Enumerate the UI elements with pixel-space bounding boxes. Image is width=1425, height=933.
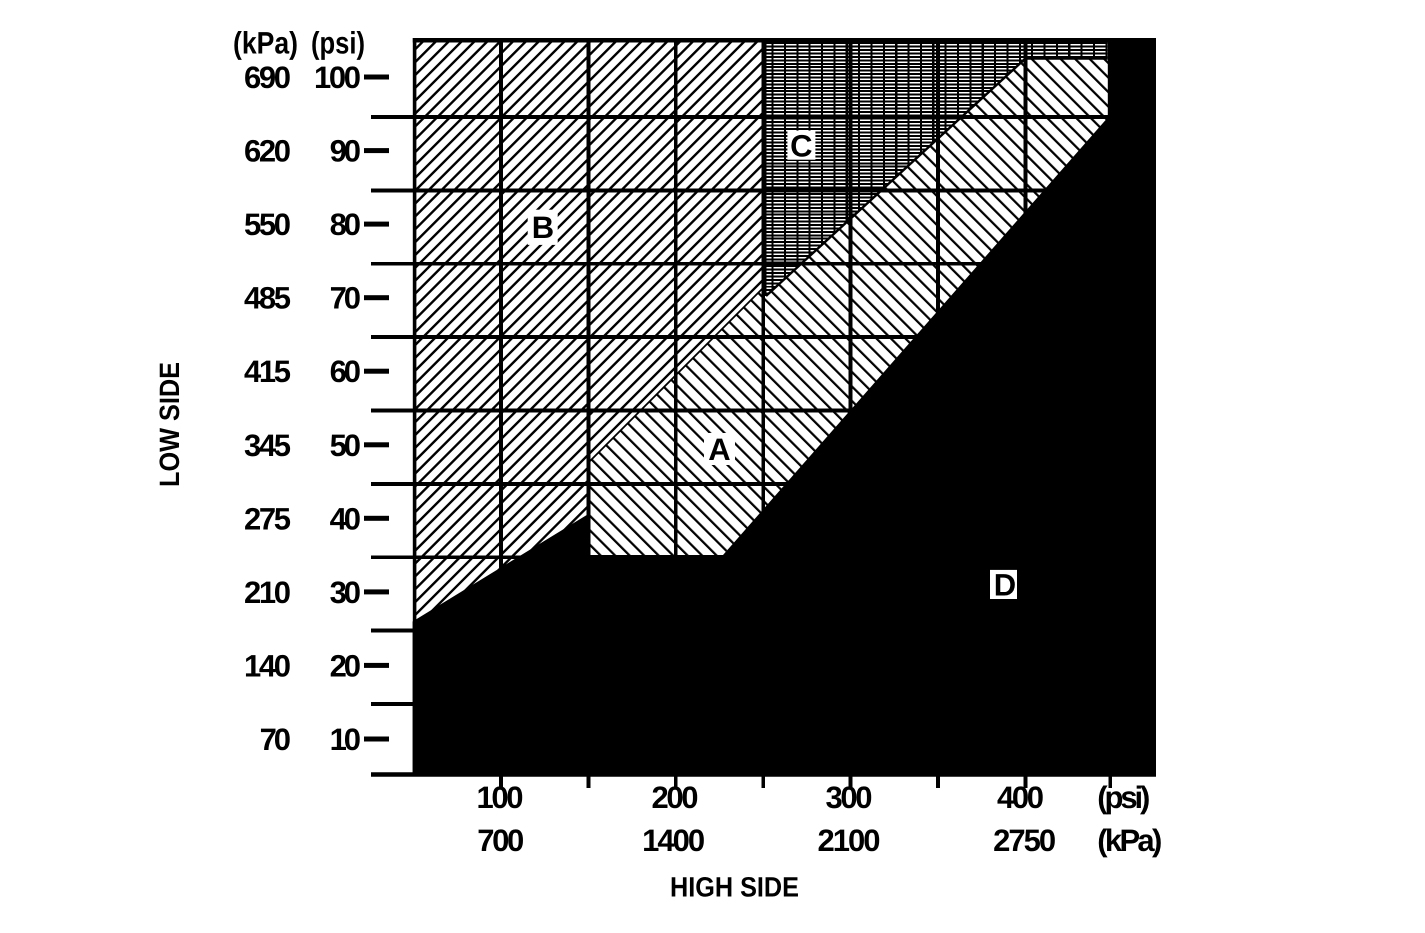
svg-text:550: 550 [244,207,291,242]
svg-text:(kPa): (kPa) [1097,823,1162,858]
svg-text:100: 100 [314,60,361,95]
svg-text:B: B [532,210,554,245]
svg-text:HIGH SIDE: HIGH SIDE [670,872,799,903]
svg-text:30: 30 [330,575,361,610]
svg-text:90: 90 [330,134,361,169]
svg-text:20: 20 [330,648,361,683]
svg-text:345: 345 [244,428,291,463]
svg-text:700: 700 [477,823,524,858]
svg-text:140: 140 [244,648,291,683]
svg-text:50: 50 [330,428,361,463]
svg-text:(kPa): (kPa) [233,26,298,61]
svg-text:690: 690 [244,60,291,95]
svg-text:210: 210 [244,575,291,610]
svg-text:A: A [708,432,730,467]
svg-text:100: 100 [477,780,524,815]
svg-text:40: 40 [330,501,361,536]
svg-text:(psi): (psi) [311,26,365,61]
svg-text:200: 200 [652,780,699,815]
svg-text:415: 415 [244,354,291,389]
svg-text:10: 10 [330,722,361,757]
svg-text:80: 80 [330,207,361,242]
svg-text:C: C [790,129,812,164]
svg-text:60: 60 [330,354,361,389]
svg-text:2100: 2100 [818,823,881,858]
svg-text:1400: 1400 [642,823,705,858]
svg-text:2750: 2750 [993,823,1056,858]
svg-text:70: 70 [260,722,291,757]
svg-text:620: 620 [244,134,291,169]
svg-text:D: D [994,568,1016,603]
svg-text:(psi): (psi) [1097,780,1150,815]
svg-text:275: 275 [244,501,291,536]
svg-text:485: 485 [244,281,291,316]
svg-text:300: 300 [826,780,873,815]
svg-text:LOW SIDE: LOW SIDE [154,362,185,487]
svg-text:70: 70 [330,281,361,316]
svg-text:400: 400 [997,780,1044,815]
